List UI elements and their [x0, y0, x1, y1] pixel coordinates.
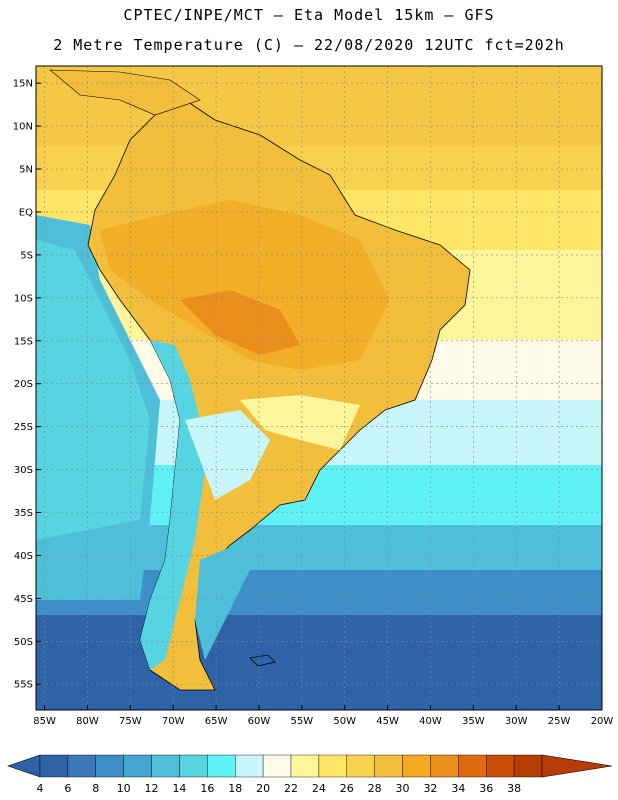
- colorbar-swatch: [458, 754, 487, 778]
- map-area: [36, 66, 602, 710]
- colorbar-swatch: [430, 754, 459, 778]
- lat-tick-label: 50S: [14, 637, 33, 648]
- colorbar-swatch: [151, 754, 180, 778]
- colorbar-label: 30: [396, 782, 410, 795]
- colorbar-label: 28: [368, 782, 382, 795]
- colorbar-label: 20: [256, 782, 270, 795]
- colorbar-swatch: [402, 754, 431, 778]
- colorbar-label: 34: [451, 782, 465, 795]
- lat-tick-label: 25S: [14, 422, 33, 433]
- lat-tick-label: 45S: [14, 594, 33, 605]
- map-frame: [35, 65, 603, 711]
- falkland-islands: [249, 654, 276, 667]
- colorbar-label: 26: [340, 782, 354, 795]
- colorbar-label: 24: [312, 782, 326, 795]
- colorbar-label: 10: [117, 782, 131, 795]
- colorbar-swatch: [95, 754, 124, 778]
- lon-tick-label: 55W: [291, 716, 314, 727]
- colorbar-swatch: [486, 754, 515, 778]
- colorbar-swatch: [346, 754, 375, 778]
- colorbar-label: 4: [37, 782, 44, 795]
- lat-tick-label: 35S: [14, 508, 33, 519]
- colorbar-swatch: [374, 754, 403, 778]
- lon-tick-label: 75W: [119, 716, 142, 727]
- lat-tick-label: 15N: [13, 79, 33, 90]
- lat-tick-label: 10N: [13, 122, 33, 133]
- lon-tick-label: 65W: [205, 716, 228, 727]
- colorbar-arrow-left: [7, 754, 41, 778]
- colorbar-swatch: [318, 754, 347, 778]
- colorbar-swatch: [290, 754, 320, 778]
- colorbar-arrow-right: [541, 754, 613, 778]
- lon-tick-label: 20W: [591, 716, 614, 727]
- lon-tick-label: 85W: [33, 716, 56, 727]
- lon-tick-label: 35W: [462, 716, 485, 727]
- lon-tick-label: 25W: [548, 716, 571, 727]
- pacific-cool-inner: [36, 240, 150, 540]
- colorbar-label: 36: [479, 782, 493, 795]
- lat-tick-label: 5S: [20, 250, 33, 261]
- lat-tick-label: 10S: [14, 293, 33, 304]
- colorbar-swatch: [67, 754, 96, 778]
- argentina-mild-zone: [185, 410, 270, 500]
- lat-tick-label: 15S: [14, 336, 33, 347]
- lat-tick-label: 55S: [14, 680, 33, 691]
- lat-tick-label: 5N: [19, 165, 33, 176]
- interior-hot-zone: [100, 200, 390, 370]
- lat-tick-label: EQ: [19, 207, 33, 218]
- colorbar-label: 38: [507, 782, 521, 795]
- map-grid: [36, 66, 602, 710]
- lon-tick-label: 40W: [419, 716, 442, 727]
- colorbar-swatch: [39, 754, 69, 778]
- colorbar-swatch: [513, 754, 543, 778]
- colorbar-label: 32: [423, 782, 437, 795]
- colorbar-swatch: [123, 754, 152, 778]
- colorbar-swatch: [262, 754, 292, 778]
- lon-tick-label: 80W: [76, 716, 99, 727]
- interior-hottest-zone: [180, 290, 300, 355]
- lon-tick-label: 60W: [248, 716, 271, 727]
- lat-tick-label: 20S: [14, 379, 33, 390]
- colorbar-swatch: [235, 754, 264, 778]
- lon-tick-label: 50W: [333, 716, 356, 727]
- ocean-band-4: [36, 615, 602, 710]
- lon-tick-label: 30W: [505, 716, 528, 727]
- colorbar-label: 8: [92, 782, 99, 795]
- colorbar-label: 14: [172, 782, 186, 795]
- colorbar-label: 6: [64, 782, 71, 795]
- colorbar-label: 18: [228, 782, 242, 795]
- map-title-line1: CPTEC/INPE/MCT — Eta Model 15km — GFS: [123, 6, 495, 24]
- lat-tick-label: 40S: [14, 551, 33, 562]
- lat-tick-label: 30S: [14, 465, 33, 476]
- lon-tick-label: 70W: [162, 716, 185, 727]
- colorbar-label: 16: [200, 782, 214, 795]
- colorbar-swatch: [179, 754, 208, 778]
- colorbar-label: 22: [284, 782, 298, 795]
- colorbar: 4 6 8 10 12 14 16 18 20 22 24 26 28 30 32 34 36 38: [7, 754, 613, 795]
- colorbar-swatch: [207, 754, 236, 778]
- colorbar-label: 12: [145, 782, 159, 795]
- patagonia-cool-zone: [195, 545, 250, 660]
- latitude-ticks: 15N 10N 5N EQ 5S 10S 15S 20S 25S 30S 35S 40S 45S 50S 5…: [13, 79, 41, 691]
- longitude-ticks: 85W 80W 75W 70W 65W 60W 55W 50W 45W 40W 35W 30W 25W 2…: [33, 705, 613, 727]
- map-title-line2: 2 Metre Temperature (C) — 22/08/2020 12U…: [53, 36, 565, 54]
- southeast-mild-zone: [240, 395, 360, 450]
- lon-tick-label: 45W: [376, 716, 399, 727]
